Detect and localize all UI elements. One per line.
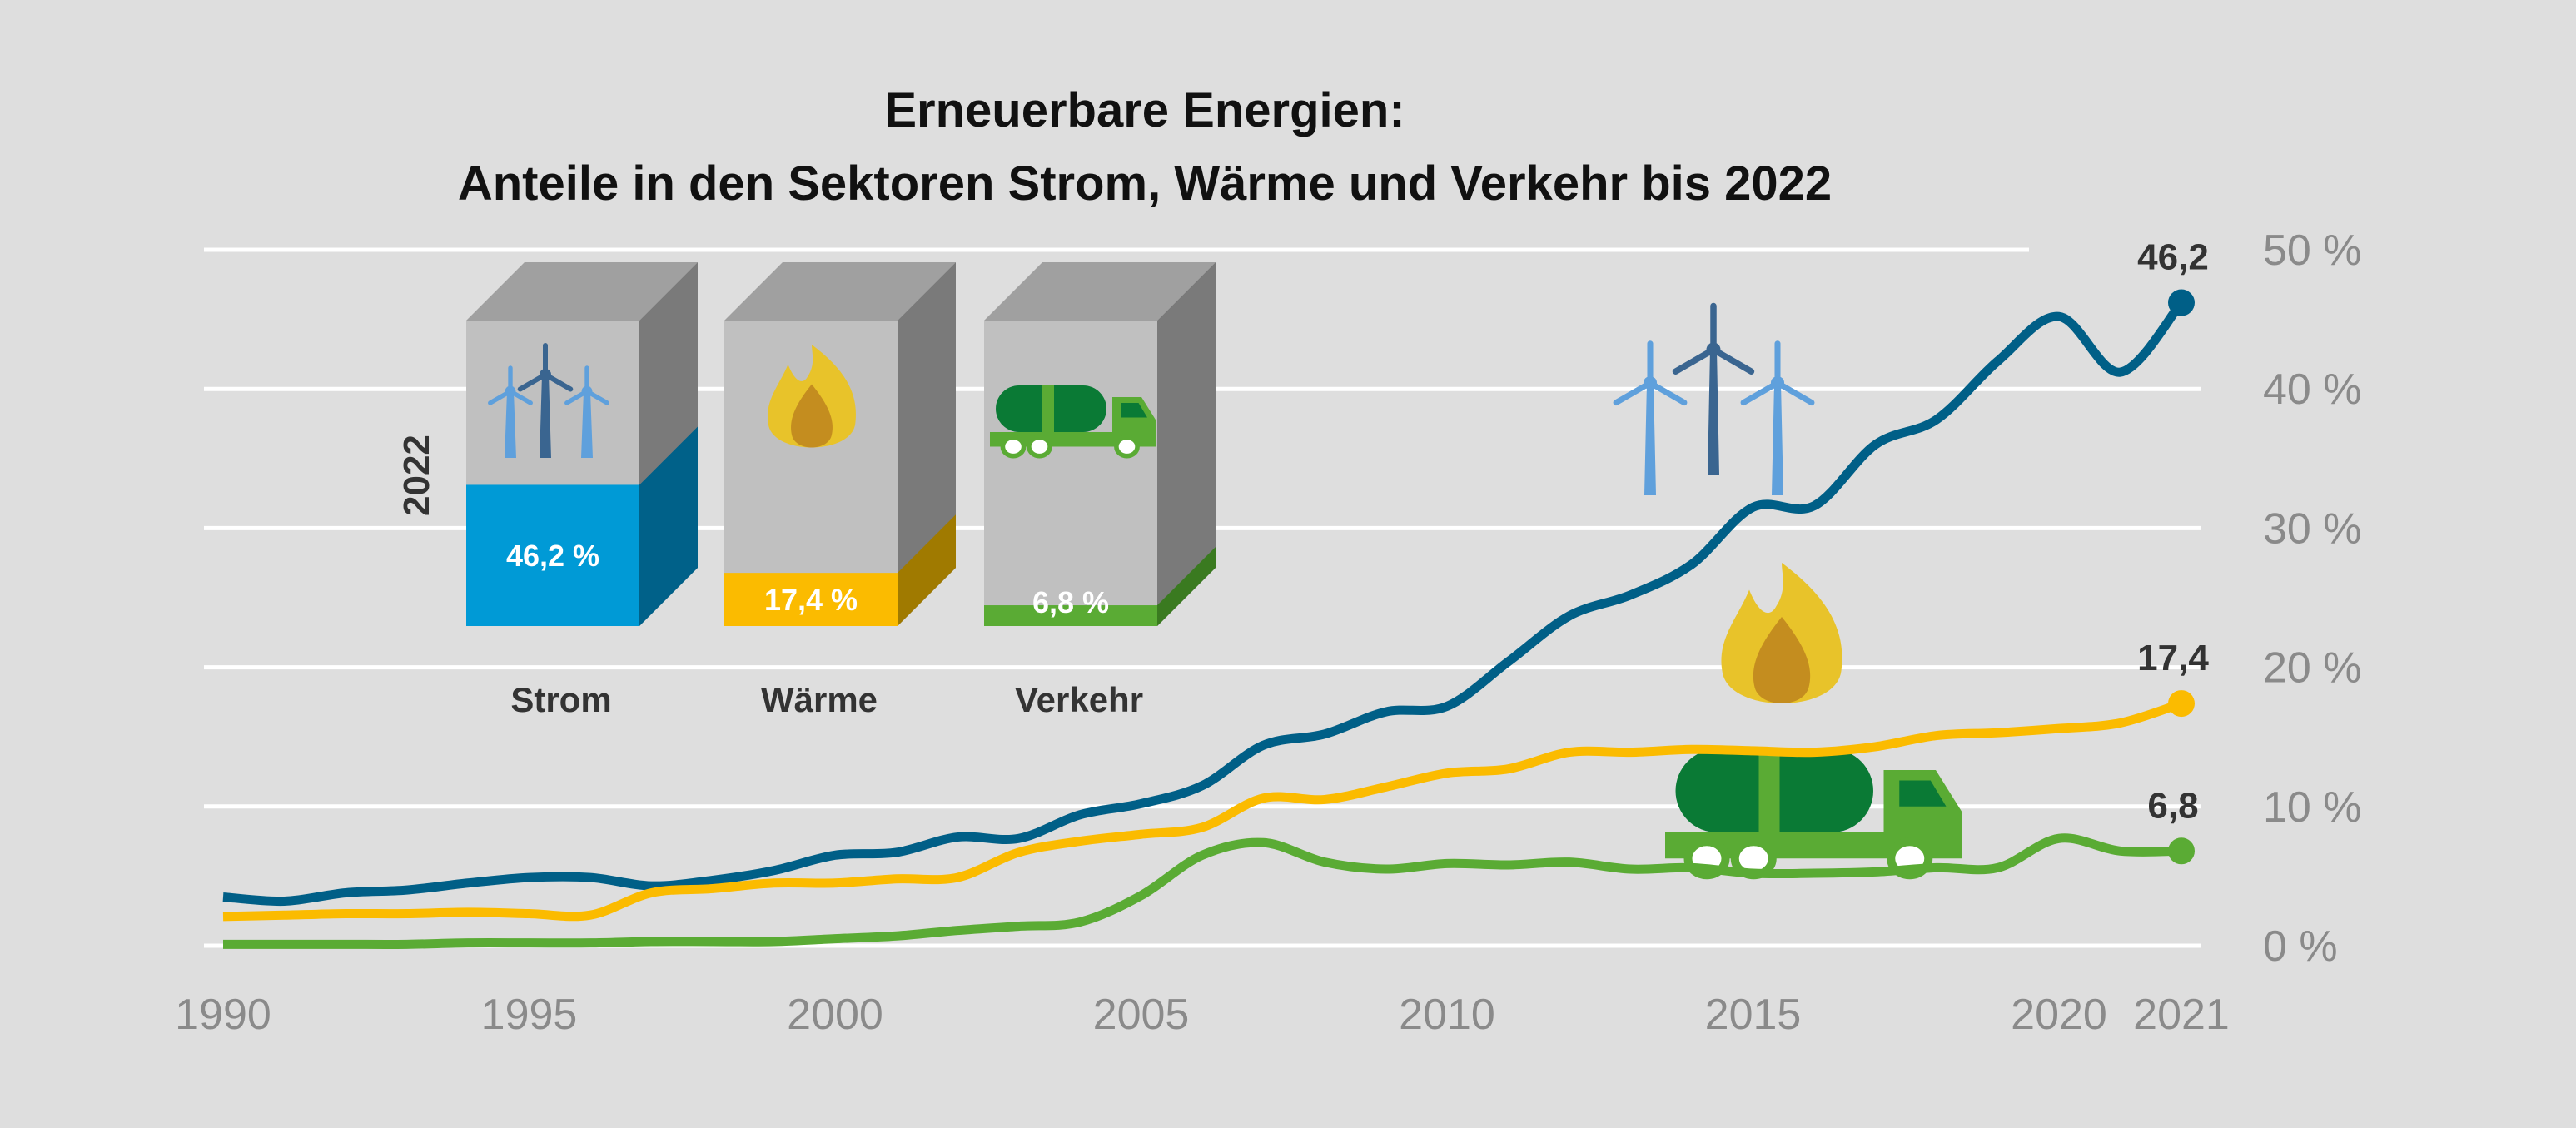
series-lines: 46,2 17,4 6,8 [222, 237, 2209, 949]
y-tick-label: 0 % [2263, 922, 2338, 971]
block-category-label: Verkehr [1015, 680, 1143, 719]
wind-turbine-icon [517, 343, 574, 458]
end-label-verkehr: 6,8 [2147, 785, 2198, 826]
block-value-label: 46,2 % [506, 539, 599, 573]
wind-turbine-icon [564, 365, 609, 458]
wind-turbine-icon [1613, 340, 1688, 495]
block-value-label: 6,8 % [1032, 585, 1109, 619]
data-point-verkehr [2168, 837, 2195, 865]
y-tick-label: 40 % [2263, 365, 2362, 414]
flame-icon [768, 345, 856, 448]
y-tick-label: 10 % [2263, 783, 2362, 832]
wind-turbine-icon [488, 365, 533, 458]
block-category-label: Wärme [761, 680, 878, 719]
flame-icon [1721, 563, 1842, 703]
x-tick-label: 2015 [1705, 991, 1802, 1039]
tanker-truck-icon [990, 385, 1156, 459]
end-label-strom: 46,2 [2137, 237, 2209, 278]
x-tick-label: 2000 [787, 991, 883, 1039]
y-tick-label: 20 % [2263, 644, 2362, 693]
inset-block-strom: 46,2 % Strom [466, 262, 698, 719]
x-tick-label: 1990 [175, 991, 271, 1039]
chart-title-line-1: Erneuerbare Energien: [884, 83, 1405, 137]
y-tick-label: 30 % [2263, 504, 2362, 553]
series-line-strom [222, 299, 2186, 907]
end-label-waerme: 17,4 [2137, 638, 2209, 678]
x-tick-label: 2005 [1093, 991, 1190, 1039]
x-tick-label: 2021 [2133, 991, 2230, 1039]
wind-turbine-icon [1672, 302, 1755, 475]
chart-title-line-2: Anteile in den Sektoren Strom, Wärme und… [458, 157, 1832, 211]
x-tick-label: 2010 [1399, 991, 1495, 1039]
y-tick-label: 50 % [2263, 226, 2362, 275]
wind-turbine-icon [1740, 340, 1815, 495]
x-tick-label: 1995 [481, 991, 578, 1039]
series-line-verkehr [223, 833, 2182, 949]
inset-2022-blocks: 2022 46,2 % Strom 17,4 % Wärme 6,8 % Verkehr [396, 262, 1216, 719]
block-value-label: 17,4 % [764, 583, 858, 617]
inset-block-verkehr: 6,8 % Verkehr [984, 262, 1216, 719]
x-axis: 1990 1995 2000 2005 2010 2015 2020 2021 [175, 991, 2230, 1039]
x-tick-label: 2020 [2011, 991, 2107, 1039]
block-fill [724, 573, 898, 626]
data-point-strom [2168, 289, 2195, 316]
inset-year-label: 2022 [396, 435, 437, 516]
block-fill [466, 484, 639, 626]
block-fill [984, 605, 1157, 626]
data-point-waerme [2168, 690, 2195, 718]
block-category-label: Strom [510, 680, 611, 719]
series-line-waerme [222, 698, 2183, 922]
y-axis: 0 % 10 % 20 % 30 % 40 % 50 % [2263, 226, 2362, 971]
